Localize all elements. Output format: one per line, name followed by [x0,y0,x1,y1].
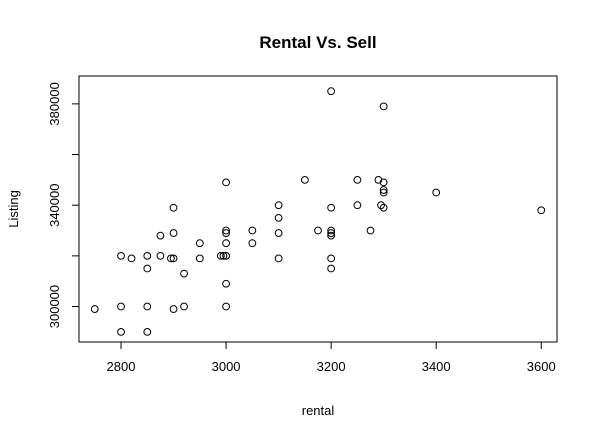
data-point [327,226,336,235]
data-point [222,226,230,235]
data-point [327,264,336,273]
data-point [379,203,388,212]
data-point [248,239,257,248]
data-point [222,302,230,311]
y-axis: 300000 340000 380000 [47,82,80,328]
data-point [327,254,336,263]
y-tick-label: 300000 [47,285,62,328]
y-axis-label: Listing [6,190,21,228]
data-point [274,254,283,263]
x-tick-label: 3000 [212,359,241,374]
data-point [379,186,388,194]
plot-frame [78,75,558,343]
data-point [432,188,441,197]
data-point [156,231,165,240]
data-point [274,201,283,210]
data-point [327,203,336,212]
data-point [219,251,228,260]
data-point [143,327,152,336]
data-point [90,305,99,313]
data-point [327,87,336,96]
x-axis-label: rental [302,403,335,418]
data-point [169,305,178,313]
x-tick-label: 3400 [422,359,451,374]
data-point [180,302,188,311]
data-point [117,251,125,260]
data-point [379,178,388,187]
data-point [366,226,375,235]
data-point [377,201,385,210]
data-point [300,175,309,184]
x-tick-label: 3200 [317,359,346,374]
data-point [314,226,322,235]
x-tick-label: 2800 [107,359,136,374]
data-point [222,279,230,288]
data-point [274,229,283,237]
x-axis: 2800 3000 3200 3400 3600 [107,341,556,374]
data-point [180,269,188,278]
data-point [117,327,125,336]
y-tick-label: 380000 [47,82,62,125]
chart-title: Rental Vs. Sell [259,33,376,52]
data-point [248,226,257,235]
data-point [327,231,336,240]
data-point [169,203,178,212]
data-point [169,254,178,263]
data-point [143,264,152,273]
data-point [222,251,230,260]
data-points [90,87,546,336]
data-point [353,175,362,184]
y-tick-label: 340000 [47,184,62,227]
data-point [379,188,388,197]
data-point [216,251,225,260]
data-point [222,229,230,237]
data-point [143,251,152,260]
data-point [167,254,175,263]
data-point [537,206,546,215]
data-point [353,201,362,210]
x-tick-label: 3600 [527,359,556,374]
data-point [143,302,152,311]
data-point [195,254,204,263]
data-point [169,229,178,237]
data-point [222,178,230,187]
data-point [127,254,136,263]
data-point [274,213,283,222]
data-point [195,239,204,248]
data-point [117,302,125,311]
data-point [327,229,336,237]
data-point [156,251,165,260]
data-point [222,239,230,248]
data-point [379,102,388,111]
